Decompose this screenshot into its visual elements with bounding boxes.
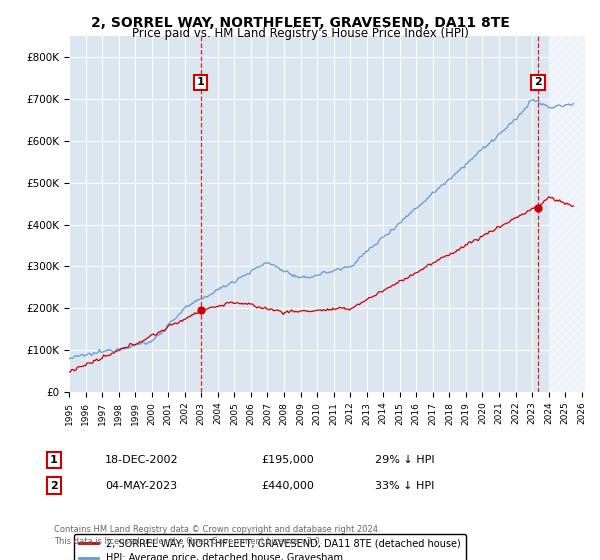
Text: £195,000: £195,000	[261, 455, 314, 465]
Bar	[548, 36, 585, 392]
Text: 1: 1	[197, 77, 205, 87]
Text: £440,000: £440,000	[261, 480, 314, 491]
Text: 2: 2	[534, 77, 542, 87]
Text: 18-DEC-2002: 18-DEC-2002	[105, 455, 179, 465]
Text: 2: 2	[50, 480, 58, 491]
Text: 1: 1	[50, 455, 58, 465]
Text: 04-MAY-2023: 04-MAY-2023	[105, 480, 177, 491]
Text: 2, SORREL WAY, NORTHFLEET, GRAVESEND, DA11 8TE: 2, SORREL WAY, NORTHFLEET, GRAVESEND, DA…	[91, 16, 509, 30]
Text: Price paid vs. HM Land Registry's House Price Index (HPI): Price paid vs. HM Land Registry's House …	[131, 27, 469, 40]
Legend: 2, SORREL WAY, NORTHFLEET, GRAVESEND, DA11 8TE (detached house), HPI: Average pr: 2, SORREL WAY, NORTHFLEET, GRAVESEND, DA…	[74, 534, 466, 560]
Text: 29% ↓ HPI: 29% ↓ HPI	[375, 455, 434, 465]
Text: 33% ↓ HPI: 33% ↓ HPI	[375, 480, 434, 491]
Text: Contains HM Land Registry data © Crown copyright and database right 2024.: Contains HM Land Registry data © Crown c…	[54, 525, 380, 534]
Bar	[548, 36, 585, 392]
Text: This data is licensed under the Open Government Licence v3.0.: This data is licensed under the Open Gov…	[54, 537, 322, 546]
